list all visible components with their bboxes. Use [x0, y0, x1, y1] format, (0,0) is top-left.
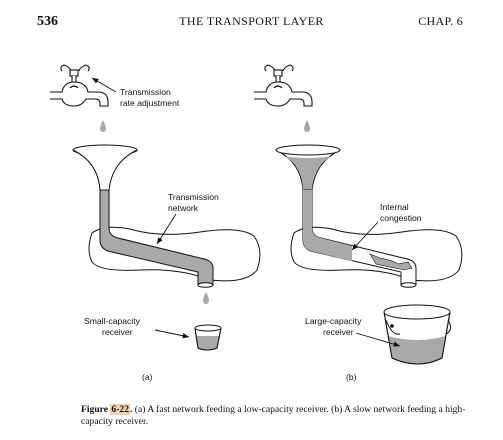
faucet-icon — [254, 64, 313, 107]
label-internal-congestion-2: congestion — [380, 213, 422, 223]
label-large-capacity-1: Large-capacity — [305, 316, 362, 326]
label-internal-congestion-1: Internal — [380, 202, 409, 212]
funnel-a — [72, 144, 138, 191]
panel-a: Transmission rate adjustment Transmissio… — [50, 64, 261, 382]
faucet-icon — [50, 64, 109, 107]
label-panel-a: (a) — [142, 372, 153, 382]
funnel-b — [275, 144, 341, 191]
label-panel-b: (b) — [346, 372, 357, 382]
running-title: THE TRANSPORT LAYER — [179, 14, 324, 28]
pipe-a — [99, 189, 214, 286]
page-number: 536 — [37, 14, 58, 29]
small-capacity-bucket — [194, 324, 222, 351]
label-transmission-rate-1: Transmission — [120, 87, 171, 97]
label-small-capacity-2: receiver — [102, 327, 133, 337]
caption-text: (a) A fast network feeding a low-capacit… — [81, 404, 466, 427]
label-small-capacity-1: Small-capacity — [84, 316, 141, 326]
label-large-capacity-2: receiver — [323, 327, 354, 337]
chapter-label: CHAP. 6 — [418, 14, 463, 28]
caption-figure-number: 6-22 — [110, 404, 130, 415]
label-transmission-rate-2: rate adjustment — [120, 98, 180, 108]
large-capacity-bucket — [383, 304, 452, 365]
figure-caption: Figure 6-22. (a) A fast network feeding … — [81, 404, 473, 428]
panel-b: Internal congestion Large-capacity recei… — [254, 64, 463, 382]
caption-figure-word: Figure — [81, 404, 111, 415]
label-transmission-network-2: network — [168, 203, 199, 213]
caption-figure-period: . — [130, 404, 133, 415]
label-transmission-network-1: Transmission — [168, 192, 219, 202]
